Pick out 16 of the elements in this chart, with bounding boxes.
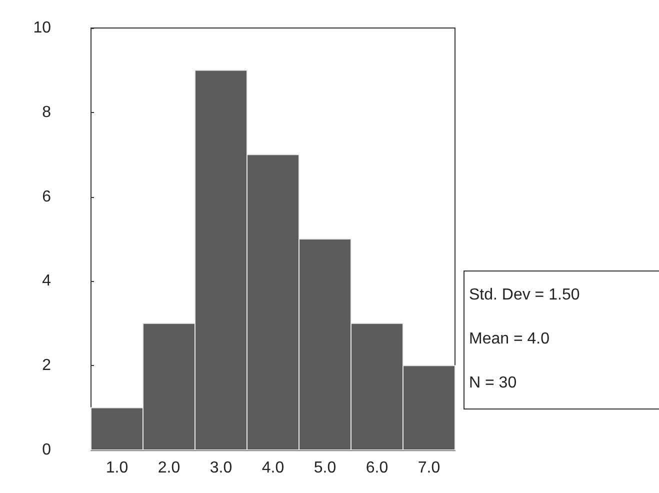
x-tick-label: 7.0 bbox=[418, 460, 440, 476]
y-tick-label: 2 bbox=[42, 357, 52, 374]
y-tick-label: 10 bbox=[33, 20, 52, 36]
x-tick-label: 3.0 bbox=[210, 460, 232, 476]
text: Std. Dev = 1.50 bbox=[469, 286, 580, 304]
x-tick-label: 2.0 bbox=[158, 460, 180, 476]
text: Mean = 4.0 bbox=[469, 330, 550, 348]
y-tick-label: 6 bbox=[42, 188, 52, 206]
y-tick-label: 8 bbox=[42, 104, 52, 121]
text: N = 30 bbox=[469, 374, 517, 392]
x-tick-label: 5.0 bbox=[314, 460, 336, 476]
y-tick-label: 4 bbox=[42, 272, 52, 290]
y-tick-label: 0 bbox=[42, 442, 52, 458]
x-tick-label: 6.0 bbox=[366, 460, 388, 476]
x-tick-label: 4.0 bbox=[262, 460, 284, 476]
x-tick-label: 1.0 bbox=[106, 460, 128, 476]
